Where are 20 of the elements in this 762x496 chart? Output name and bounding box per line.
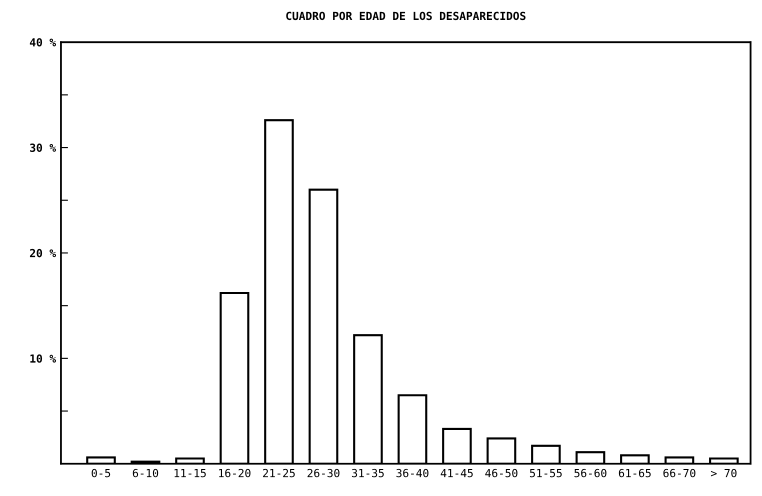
x-tick-label: 41-45 (440, 469, 473, 478)
chart-title: CUADRO POR EDAD DE LOS DESAPARECIDOS (286, 12, 526, 20)
x-tick-label: 61-65 (618, 468, 651, 478)
x-tick-label: 0-5 (92, 468, 110, 478)
y-tick-label: 40 % (30, 38, 56, 47)
y-tick-label: 20 % (30, 248, 56, 258)
x-tick-label: 11-15 (174, 469, 206, 478)
y-tick-label: 30 % (30, 144, 56, 152)
x-tick-label: 66-70 (663, 468, 696, 478)
x-tick-label: 16-20 (219, 468, 250, 478)
x-tick-label: 26-30 (308, 468, 340, 478)
x-tick-label: 31-35 (352, 468, 384, 478)
x-tick-label: 56-60 (574, 468, 606, 478)
y-tick-label: 10 % (30, 354, 56, 363)
x-tick-label: 21-25 (263, 468, 295, 478)
x-tick-label: 46-50 (485, 468, 518, 478)
x-tick-label: 36-40 (396, 468, 428, 478)
x-tick-label: 51-55 (530, 469, 562, 478)
x-tick-label: 6-10 (132, 468, 158, 478)
x-tick-label: > 70 (710, 468, 737, 478)
